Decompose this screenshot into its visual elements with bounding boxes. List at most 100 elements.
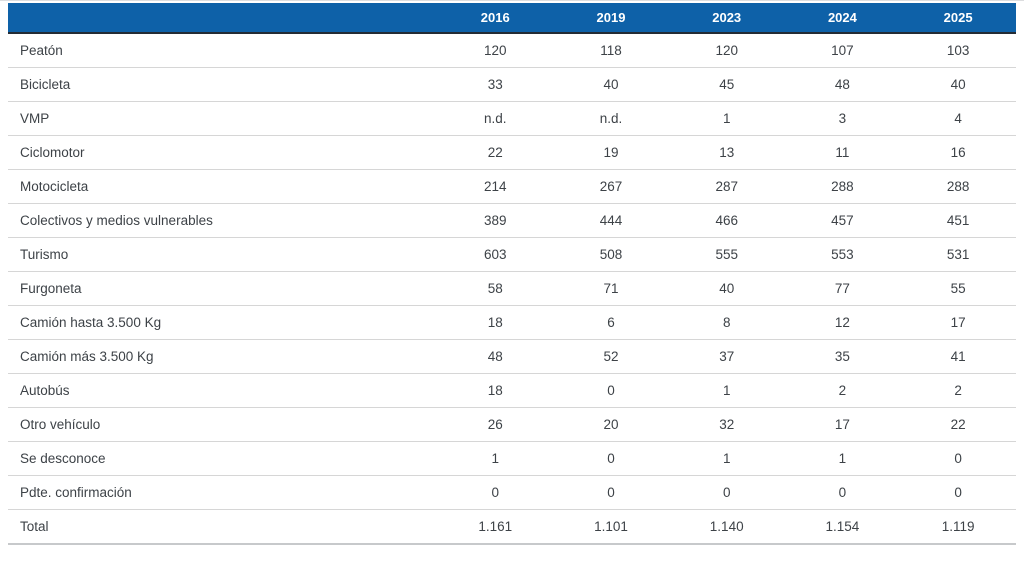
cell-value: 58 bbox=[437, 271, 554, 306]
cell-value: 103 bbox=[900, 33, 1016, 68]
row-label: VMP bbox=[8, 101, 438, 136]
table-row: Autobús 18 0 1 2 2 bbox=[8, 373, 1016, 408]
table-row: Turismo 603 508 555 553 531 bbox=[8, 237, 1016, 272]
cell-value: 12 bbox=[784, 305, 901, 340]
row-label: Bicicleta bbox=[8, 67, 438, 102]
cell-value: 451 bbox=[900, 203, 1016, 238]
header-cell-year: 2024 bbox=[784, 3, 901, 34]
cell-value: 77 bbox=[784, 271, 901, 306]
cell-value: 33 bbox=[437, 67, 554, 102]
cell-value: 40 bbox=[553, 67, 669, 102]
row-label: Ciclomotor bbox=[8, 135, 438, 170]
cell-value: 52 bbox=[553, 339, 669, 374]
cell-value: 1.101 bbox=[553, 509, 669, 545]
cell-value: 35 bbox=[784, 339, 901, 374]
cell-value: n.d. bbox=[437, 101, 554, 136]
table-body: Peatón 120 118 120 107 103 Bicicleta 33 40 45 48 40… bbox=[8, 33, 1016, 545]
header-cell-year: 2025 bbox=[900, 3, 1016, 34]
table-header-row: 2016 2019 2023 2024 2025 bbox=[8, 3, 1016, 34]
cell-value: 1 bbox=[668, 101, 785, 136]
cell-value: 13 bbox=[668, 135, 785, 170]
casualties-by-vehicle-table: 2016 2019 2023 2024 2025 Peatón 120 118 120 107 1… bbox=[8, 3, 1016, 545]
row-label: Se desconoce bbox=[8, 441, 438, 476]
row-label: Furgoneta bbox=[8, 271, 438, 306]
cell-value: 120 bbox=[437, 33, 554, 68]
cell-value: 553 bbox=[784, 237, 901, 272]
table-row: Ciclomotor 22 19 13 11 16 bbox=[8, 135, 1016, 170]
cell-value: 1.154 bbox=[784, 509, 901, 545]
row-label: Otro vehículo bbox=[8, 407, 438, 442]
cell-value: 55 bbox=[900, 271, 1016, 306]
cell-value: 0 bbox=[553, 441, 669, 476]
table-row: Camión más 3.500 Kg 48 52 37 35 41 bbox=[8, 339, 1016, 374]
cell-value: 466 bbox=[668, 203, 785, 238]
cell-value: 603 bbox=[437, 237, 554, 272]
cell-value: 1 bbox=[784, 441, 901, 476]
row-label: Peatón bbox=[8, 33, 438, 68]
cell-value: 214 bbox=[437, 169, 554, 204]
cell-value: 0 bbox=[553, 373, 669, 408]
cell-value: 71 bbox=[553, 271, 669, 306]
table-row: Peatón 120 118 120 107 103 bbox=[8, 33, 1016, 68]
cell-value: 18 bbox=[437, 373, 554, 408]
row-label: Colectivos y medios vulnerables bbox=[8, 203, 438, 238]
cell-value: 107 bbox=[784, 33, 901, 68]
table-row: Motocicleta 214 267 287 288 288 bbox=[8, 169, 1016, 204]
table-row: Camión hasta 3.500 Kg 18 6 8 12 17 bbox=[8, 305, 1016, 340]
cell-value: 18 bbox=[437, 305, 554, 340]
cell-value: 48 bbox=[437, 339, 554, 374]
table-row: Pdte. confirmación 0 0 0 0 0 bbox=[8, 475, 1016, 510]
cell-value: 118 bbox=[553, 33, 669, 68]
cell-value: 48 bbox=[784, 67, 901, 102]
cell-value: 1.140 bbox=[668, 509, 785, 545]
cell-value: 1.119 bbox=[900, 509, 1016, 545]
cell-value: 19 bbox=[553, 135, 669, 170]
row-label: Camión hasta 3.500 Kg bbox=[8, 305, 438, 340]
cell-value: 26 bbox=[437, 407, 554, 442]
cell-value: 32 bbox=[668, 407, 785, 442]
cell-value: 287 bbox=[668, 169, 785, 204]
table-row: VMP n.d. n.d. 1 3 4 bbox=[8, 101, 1016, 136]
cell-value: 11 bbox=[784, 135, 901, 170]
cell-value: 40 bbox=[668, 271, 785, 306]
row-label: Turismo bbox=[8, 237, 438, 272]
cell-value: 531 bbox=[900, 237, 1016, 272]
row-label: Pdte. confirmación bbox=[8, 475, 438, 510]
cell-value: 1 bbox=[668, 441, 785, 476]
cell-value: 0 bbox=[784, 475, 901, 510]
cell-value: 0 bbox=[437, 475, 554, 510]
header-cell-year: 2023 bbox=[668, 3, 785, 34]
cell-value: 6 bbox=[553, 305, 669, 340]
table-row-total: Total 1.161 1.101 1.140 1.154 1.119 bbox=[8, 509, 1016, 545]
table-row: Furgoneta 58 71 40 77 55 bbox=[8, 271, 1016, 306]
row-label: Total bbox=[8, 509, 438, 545]
cell-value: 37 bbox=[668, 339, 785, 374]
top-divider bbox=[0, 0, 1024, 1]
cell-value: 0 bbox=[668, 475, 785, 510]
cell-value: 444 bbox=[553, 203, 669, 238]
table-row: Otro vehículo 26 20 32 17 22 bbox=[8, 407, 1016, 442]
cell-value: 41 bbox=[900, 339, 1016, 374]
cell-value: 4 bbox=[900, 101, 1016, 136]
cell-value: n.d. bbox=[553, 101, 669, 136]
cell-value: 2 bbox=[900, 373, 1016, 408]
cell-value: 508 bbox=[553, 237, 669, 272]
cell-value: 267 bbox=[553, 169, 669, 204]
cell-value: 22 bbox=[900, 407, 1016, 442]
row-label: Motocicleta bbox=[8, 169, 438, 204]
cell-value: 40 bbox=[900, 67, 1016, 102]
header-cell-blank bbox=[8, 3, 438, 34]
cell-value: 22 bbox=[437, 135, 554, 170]
cell-value: 1.161 bbox=[437, 509, 554, 545]
table-row: Colectivos y medios vulnerables 389 444 466… bbox=[8, 203, 1016, 238]
table-container: 2016 2019 2023 2024 2025 Peatón 120 118 120 107 1… bbox=[8, 3, 1016, 545]
cell-value: 17 bbox=[900, 305, 1016, 340]
row-label: Camión más 3.500 Kg bbox=[8, 339, 438, 374]
cell-value: 20 bbox=[553, 407, 669, 442]
row-label: Autobús bbox=[8, 373, 438, 408]
header-cell-year: 2019 bbox=[553, 3, 669, 34]
cell-value: 555 bbox=[668, 237, 785, 272]
cell-value: 8 bbox=[668, 305, 785, 340]
cell-value: 3 bbox=[784, 101, 901, 136]
cell-value: 1 bbox=[437, 441, 554, 476]
